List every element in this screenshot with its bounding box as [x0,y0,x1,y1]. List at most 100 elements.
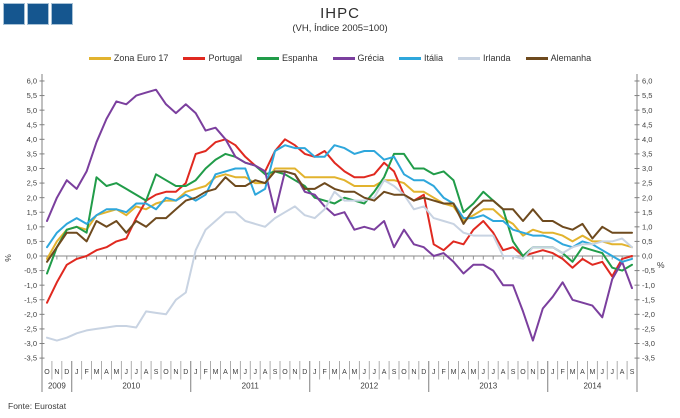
month-label: O [520,369,526,376]
y-tick-label-right: 1,0 [642,222,652,231]
legend-label: Itália [424,53,444,63]
month-label: F [203,369,207,376]
legend-line-swatch [458,56,481,60]
y-tick-label-left: 2,5 [27,179,37,188]
month-label: J [610,369,614,376]
y-tick-label-left: 3,5 [27,150,37,159]
y-tick-label-left: 5,5 [27,91,37,100]
legend-item-portugal: Portugal [183,53,242,63]
series-line-zona-euro-17 [46,167,633,260]
logo [3,3,73,25]
month-label: D [302,369,307,376]
year-label: 2013 [479,382,497,391]
month-label: N [54,369,59,376]
legend-item-gr-cia: Grécia [332,53,384,63]
month-label: J [551,369,555,376]
month-label: S [392,369,397,376]
month-label: M [94,369,100,376]
logo-square-icon [51,3,73,25]
year-label: 2014 [583,382,601,391]
y-tick-label-left: -3,0 [24,339,37,348]
chart-subtitle: (VH, Índice 2005=100) [292,23,388,34]
month-label: F [84,369,88,376]
logo-square-icon [27,3,49,25]
month-label: J [253,369,257,376]
month-label: F [560,369,564,376]
month-label: N [530,369,535,376]
month-label: A [580,369,585,376]
series-line-irlanda [46,179,633,342]
legend-item-espanha: Espanha [256,53,318,63]
y-tick-label-left: 4,5 [27,120,37,129]
month-label: J [372,369,376,376]
legend-line-swatch [525,56,548,60]
month-label: S [630,369,635,376]
legend-label: Irlanda [483,53,511,63]
y-tick-label-right: 3,0 [642,164,652,173]
month-label: A [620,369,625,376]
month-label: J [194,369,198,376]
y-tick-label-right: -0,5 [642,266,655,275]
y-tick-label-right: 4,0 [642,135,652,144]
y-tick-label-left: 0,0 [27,252,37,261]
month-label: J [491,369,495,376]
year-label: 2009 [48,382,66,391]
y-tick-label-right: 0,0 [642,252,652,261]
month-label: J [125,369,129,376]
month-label: J [244,369,248,376]
legend-line-swatch [399,56,422,60]
y-tick-label-right: -2,0 [642,310,655,319]
month-label: M [113,369,119,376]
month-label: J [601,369,605,376]
y-tick-label-left: 6,0 [27,77,37,86]
legend-label: Alemanha [550,53,592,63]
month-label: A [223,369,228,376]
y-tick-label-left: 2,0 [27,193,37,202]
y-tick-label-right: 2,0 [642,193,652,202]
month-label: D [540,369,545,376]
y-tick-label-right: 6,0 [642,77,652,86]
month-label: F [441,369,445,376]
month-label: M [451,369,457,376]
year-label: 2011 [242,382,260,391]
month-label: M [589,369,595,376]
y-tick-label-left: -1,5 [24,295,37,304]
month-label: M [351,369,357,376]
legend-line-swatch [332,56,355,60]
y-tick-label-left: -3,5 [24,354,37,363]
y-tick-label-right: 5,0 [642,106,652,115]
y-tick-label-left: -2,5 [24,325,37,334]
y-tick-label-left: -0,5 [24,266,37,275]
month-label: M [232,369,238,376]
y-tick-label-left: 5,0 [27,106,37,115]
month-label: A [501,369,506,376]
y-tick-label-right: 3,5 [642,150,652,159]
y-axis-unit-right: % [657,260,665,270]
month-label: S [154,369,159,376]
month-label: N [411,369,416,376]
y-tick-label-left: 4,0 [27,135,37,144]
y-tick-label-left: -2,0 [24,310,37,319]
month-label: N [292,369,297,376]
legend: Zona Euro 17 Portugal Espanha Grécia Itália I… [42,53,638,63]
month-label: J [432,369,436,376]
series-line-it-lia [46,144,633,263]
y-tick-label-left: 1,0 [27,222,37,231]
series-line-gr-cia [46,88,633,342]
month-label: O [163,369,169,376]
legend-line-swatch [88,56,111,60]
month-label: J [313,369,317,376]
y-tick-label-left: 3,0 [27,164,37,173]
y-tick-label-right: -2,5 [642,325,655,334]
month-label: O [44,369,50,376]
y-tick-label-right: -1,0 [642,281,655,290]
y-tick-label-right: -3,0 [642,339,655,348]
chart-title: IHPC [320,5,360,22]
logo-square-icon [3,3,25,25]
month-label: A [382,369,387,376]
month-label: A [144,369,149,376]
y-tick-label-right: 5,5 [642,91,652,100]
year-label: 2012 [360,382,378,391]
month-label: S [511,369,516,376]
